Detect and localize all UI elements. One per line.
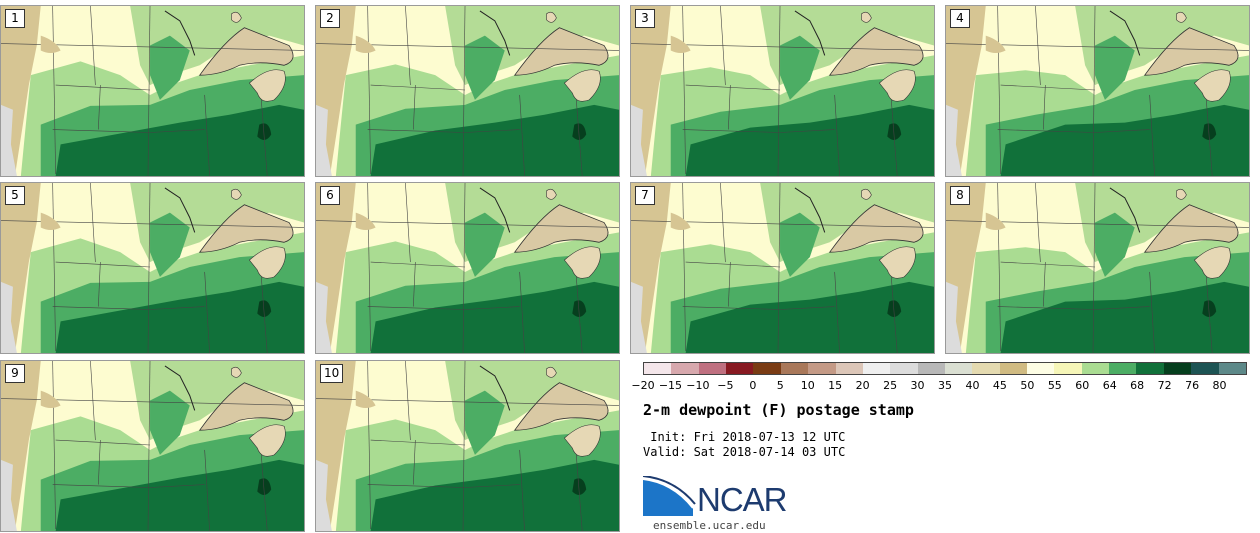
colorbar-tick-label: 10 <box>800 379 815 392</box>
colorbar-segment <box>862 363 891 374</box>
colorbar-segment <box>1054 363 1082 374</box>
ensemble-member-map: 9 <box>0 360 305 532</box>
colorbar-segment <box>944 363 973 374</box>
member-number-label: 9 <box>5 364 25 383</box>
member-number-label: 7 <box>635 186 655 205</box>
colorbar-tick-label: 68 <box>1130 379 1145 392</box>
colorbar-segment <box>1027 363 1055 374</box>
colorbar-tick-label: 64 <box>1102 379 1117 392</box>
colorbar-segment <box>1136 363 1164 374</box>
colorbar-tick-label: 40 <box>965 379 980 392</box>
colorbar-tick-label: 15 <box>828 379 843 392</box>
member-number-label: 10 <box>320 364 344 383</box>
colorbar-tick-label: −15 <box>658 379 683 392</box>
ensemble-member-map: 2 <box>315 5 620 177</box>
dewpoint-map-icon <box>946 183 1249 353</box>
colorbar-segment <box>835 363 863 374</box>
colorbar-tick-label: 50 <box>1020 379 1035 392</box>
figure-title: 2-m dewpoint (F) postage stamp <box>643 401 914 419</box>
dewpoint-map-icon <box>631 6 934 176</box>
colorbar-tick-label: 5 <box>776 379 784 392</box>
member-number-label: 6 <box>320 186 340 205</box>
colorbar-segment <box>644 363 672 374</box>
member-number-label: 2 <box>320 9 340 28</box>
colorbar-tick-label: −5 <box>717 379 734 392</box>
colorbar-segment <box>1191 363 1219 374</box>
colorbar-ticks: −20 −15 −10 −5 0 5 10 15 20 25 30 35 40 45 50 55 60 64 68 7… <box>631 379 1247 393</box>
colorbar-tick-label: 60 <box>1075 379 1090 392</box>
colorbar-segment <box>808 363 836 374</box>
member-number-label: 4 <box>950 9 970 28</box>
colorbar-tick-label: 30 <box>910 379 925 392</box>
member-number-label: 5 <box>5 186 25 205</box>
colorbar-segment <box>1081 363 1110 374</box>
ensemble-member-map: 4 <box>945 5 1250 177</box>
dewpoint-map-icon <box>946 6 1249 176</box>
member-number-label: 8 <box>950 186 970 205</box>
dewpoint-map-icon <box>1 361 304 531</box>
colorbar-segment <box>972 363 1000 374</box>
ensemble-member-map: 7 <box>630 182 935 354</box>
colorbar-tick-label: 0 <box>749 379 757 392</box>
colorbar-segment <box>917 363 945 374</box>
colorbar-tick-label: 20 <box>855 379 870 392</box>
site-url: ensemble.ucar.edu <box>653 519 766 532</box>
colorbar-tick-label: −10 <box>686 379 710 392</box>
colorbar-tick-label: 45 <box>992 379 1007 392</box>
colorbar-tick-label: 25 <box>883 379 898 392</box>
colorbar-segment <box>726 363 754 374</box>
colorbar-tick-label: 76 <box>1185 379 1200 392</box>
dewpoint-map-icon <box>631 183 934 353</box>
colorbar-segment <box>1163 363 1192 374</box>
colorbar-tick-label: 72 <box>1157 379 1172 392</box>
colorbar-segment <box>753 363 781 374</box>
dewpoint-map-icon <box>316 6 619 176</box>
colorbar <box>643 362 1247 375</box>
colorbar-segment <box>1109 363 1137 374</box>
ensemble-member-map: 1 <box>0 5 305 177</box>
colorbar-segment <box>999 363 1028 374</box>
ensemble-member-map: 3 <box>630 5 935 177</box>
ncar-logo-text: NCAR <box>697 481 788 518</box>
colorbar-tick-label: 35 <box>938 379 952 392</box>
dewpoint-map-icon <box>1 183 304 353</box>
ensemble-member-map: 10 <box>315 360 620 532</box>
init-time: Init: Fri 2018-07-13 12 UTC <box>643 430 846 444</box>
colorbar-segment <box>890 363 918 374</box>
ensemble-member-map: 5 <box>0 182 305 354</box>
colorbar-segment <box>671 363 699 374</box>
ensemble-member-map: 6 <box>315 182 620 354</box>
member-number-label: 1 <box>5 9 25 28</box>
ensemble-member-map: 8 <box>945 182 1250 354</box>
member-number-label: 3 <box>635 9 655 28</box>
colorbar-segment <box>698 363 727 374</box>
colorbar-tick-label: 80 <box>1212 379 1227 392</box>
dewpoint-map-icon <box>1 6 304 176</box>
ncar-logo-icon <box>643 476 696 516</box>
colorbar-segment <box>1218 363 1246 374</box>
valid-time: Valid: Sat 2018-07-14 03 UTC <box>643 445 846 459</box>
colorbar-tick-label: 55 <box>1047 379 1062 392</box>
dewpoint-map-icon <box>316 183 619 353</box>
dewpoint-map-icon <box>316 361 619 531</box>
colorbar-tick-label: −20 <box>631 379 655 392</box>
colorbar-segment <box>780 363 809 374</box>
